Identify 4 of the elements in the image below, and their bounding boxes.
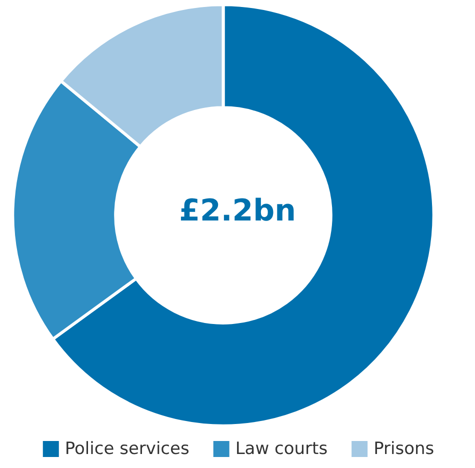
legend-label: Law courts	[235, 439, 328, 459]
text: £2.2bn	[179, 194, 296, 228]
legend-label: Prisons	[374, 439, 434, 459]
legend-label: Police services	[64, 439, 190, 459]
